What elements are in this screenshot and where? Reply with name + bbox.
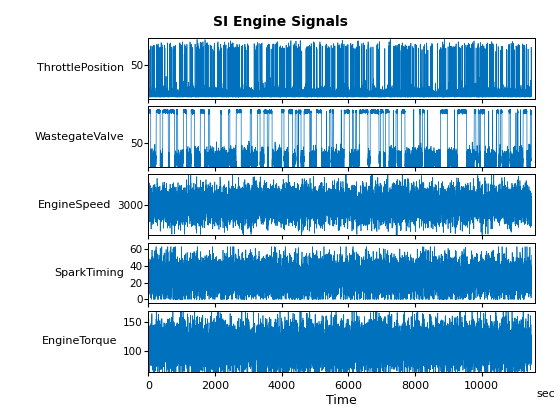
X-axis label: Time: Time bbox=[326, 394, 357, 407]
Text: SI Engine Signals: SI Engine Signals bbox=[213, 15, 347, 29]
Y-axis label: EngineTorque: EngineTorque bbox=[42, 336, 118, 346]
Text: sec: sec bbox=[536, 389, 555, 399]
Y-axis label: EngineSpeed: EngineSpeed bbox=[38, 200, 111, 210]
Y-axis label: SparkTiming: SparkTiming bbox=[54, 268, 124, 278]
Y-axis label: ThrottlePosition: ThrottlePosition bbox=[37, 63, 124, 73]
Y-axis label: WastegateValve: WastegateValve bbox=[35, 131, 124, 142]
